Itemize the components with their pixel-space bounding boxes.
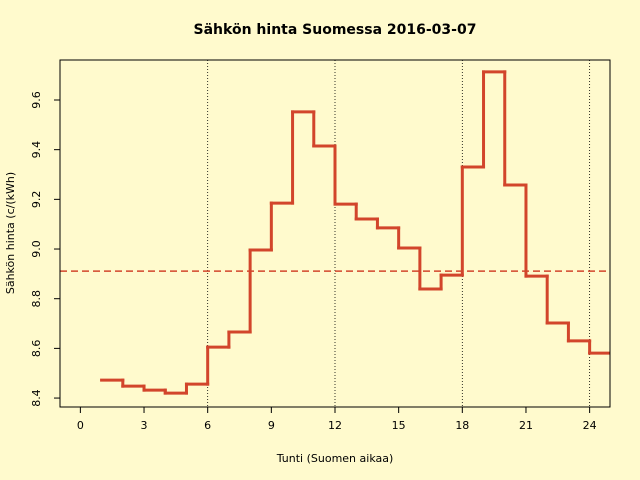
x-axis-label: Tunti (Suomen aikaa)	[276, 452, 394, 465]
x-tick-label: 21	[519, 419, 533, 432]
y-tick-label: 9.4	[30, 141, 43, 159]
y-tick-label: 9.2	[30, 191, 43, 209]
x-tick-label: 18	[455, 419, 469, 432]
x-tick-label: 3	[141, 419, 148, 432]
y-tick-label: 9.6	[30, 91, 43, 109]
x-tick-label: 0	[77, 419, 84, 432]
chart-title: Sähkön hinta Suomessa 2016-03-07	[194, 22, 477, 38]
y-tick-label: 8.8	[30, 290, 43, 308]
x-tick-label: 9	[268, 419, 275, 432]
x-tick-label: 6	[204, 419, 211, 432]
x-tick-label: 24	[583, 419, 597, 432]
plot-area	[60, 60, 610, 407]
y-tick-label: 8.6	[30, 340, 43, 358]
x-tick-label: 15	[392, 419, 406, 432]
y-axis-label: Sähkön hinta (c/(kWh)	[4, 172, 17, 294]
y-tick-label: 8.4	[30, 389, 43, 407]
x-tick-label: 12	[328, 419, 342, 432]
y-tick-label: 9.0	[30, 240, 43, 258]
